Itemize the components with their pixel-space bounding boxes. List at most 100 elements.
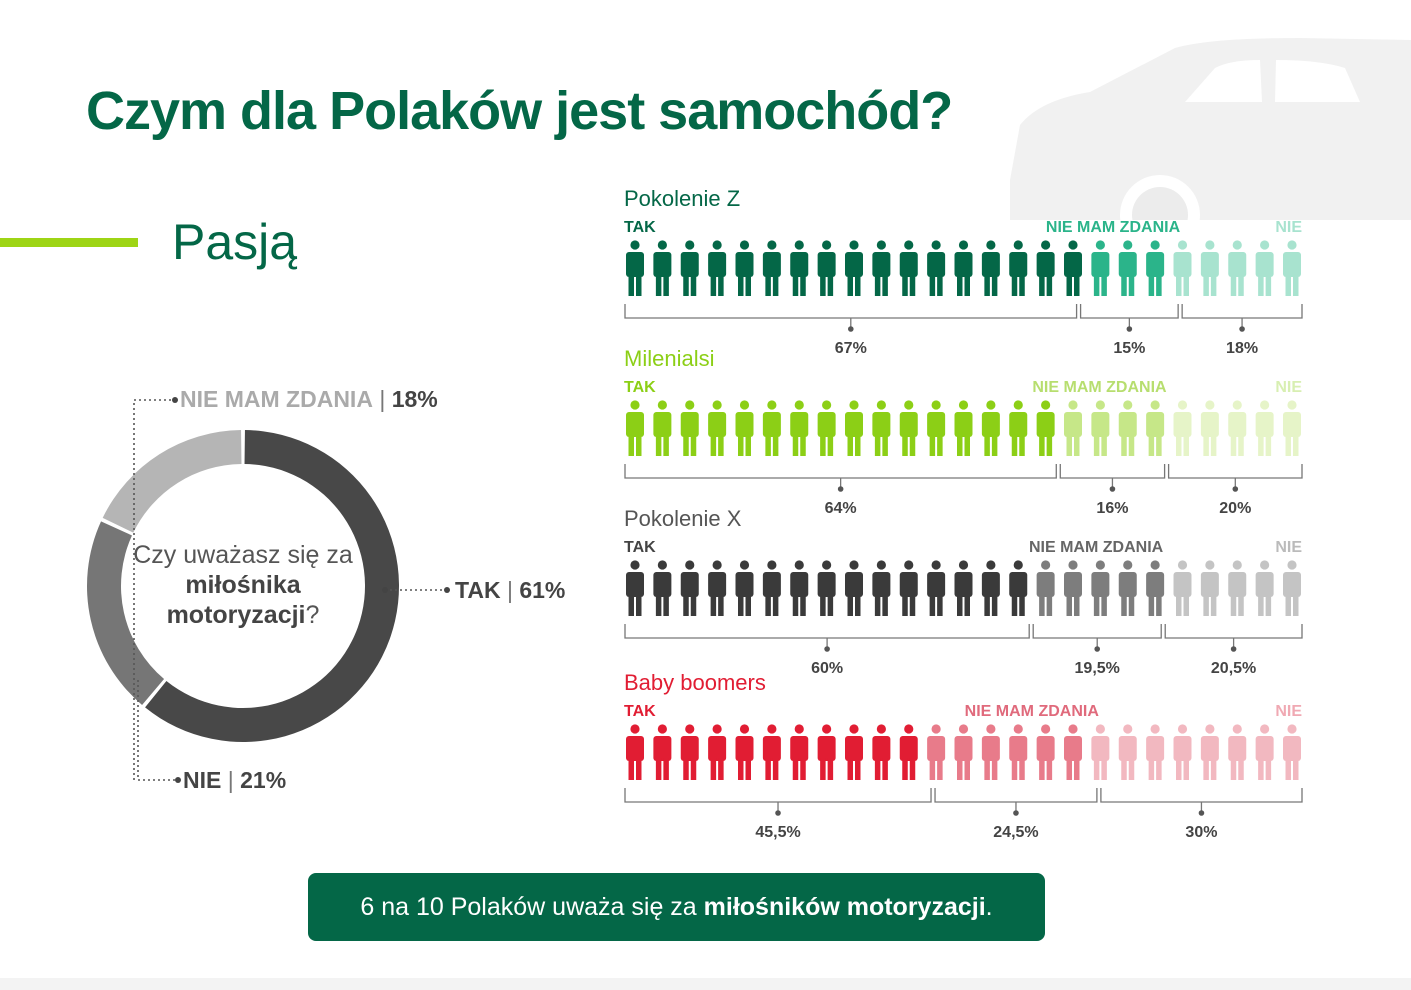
- person-icon: [845, 560, 863, 616]
- segment-value-label: 30%: [1185, 824, 1217, 841]
- person-icon: [626, 240, 644, 296]
- segment-value-label: 60%: [811, 660, 843, 677]
- callout-bold: miłośników motoryzacji: [703, 892, 986, 921]
- person-icon: [981, 724, 1000, 780]
- segment-value-label: 18%: [1226, 340, 1258, 357]
- segment-label-nie-mam-zdania: NIE MAM ZDANIA: [965, 703, 1100, 720]
- person-icon: [790, 400, 809, 456]
- label-value: 18%: [391, 386, 438, 412]
- person-icon: [1255, 724, 1274, 780]
- person-icon: [817, 560, 836, 616]
- donut-label-nie: NIE | 21%: [183, 767, 286, 794]
- person-icon: [899, 724, 918, 780]
- label-separator: |: [227, 767, 234, 793]
- person-icon: [845, 400, 863, 456]
- segment-value-label: 20%: [1219, 500, 1251, 517]
- person-icon: [872, 240, 891, 296]
- donut-slice-tak: [145, 430, 399, 742]
- label-value: 61%: [519, 577, 566, 603]
- person-icon: [1228, 724, 1247, 780]
- person-icon: [954, 240, 973, 296]
- person-icon: [626, 724, 644, 780]
- bracket-dot: [1109, 486, 1116, 492]
- donut-leader-line: [137, 680, 176, 781]
- generation-row-pokolenie-z: Pokolenie Z TAK NIE MAM ZDANIA NIE 67% 15% 18%: [624, 186, 1303, 357]
- segment-bracket: [1079, 304, 1179, 319]
- person-icon: [954, 724, 973, 780]
- segment-label-tak: TAK: [624, 379, 656, 396]
- person-icon: [1036, 400, 1055, 456]
- person-icon: [762, 400, 781, 456]
- person-icon: [817, 724, 836, 780]
- person-icon: [981, 400, 1000, 456]
- person-icon: [680, 724, 699, 780]
- person-icon: [680, 560, 699, 616]
- bracket-dot: [1232, 486, 1239, 492]
- person-icon: [1283, 240, 1301, 296]
- bracket-dot: [775, 810, 781, 816]
- person-icon: [872, 400, 891, 456]
- generation-name: Pokolenie X: [624, 506, 742, 531]
- person-icon: [1064, 240, 1082, 296]
- segment-bracket: [1181, 304, 1303, 319]
- segment-label-nie-mam-zdania: NIE MAM ZDANIA: [1029, 539, 1164, 556]
- person-icon: [1036, 240, 1055, 296]
- segment-bracket: [624, 624, 1030, 639]
- person-icon: [899, 400, 918, 456]
- person-icon: [626, 560, 644, 616]
- segment-bracket: [1167, 464, 1303, 479]
- segment-bracket: [1059, 464, 1166, 479]
- person-icon: [1091, 560, 1110, 616]
- person-icon: [735, 400, 754, 456]
- leader-dot: [172, 397, 178, 403]
- generation-name: Pokolenie Z: [624, 186, 740, 211]
- person-icon: [735, 724, 754, 780]
- donut-chart: [86, 397, 450, 783]
- segment-label-tak: TAK: [624, 703, 656, 720]
- bracket-dot: [1013, 810, 1019, 816]
- person-icon: [1091, 724, 1110, 780]
- label-name: TAK: [455, 577, 501, 603]
- page-title: Czym dla Polaków jest samochód?: [86, 81, 953, 141]
- bracket-dot: [1126, 326, 1133, 332]
- segment-label-nie: NIE: [1275, 539, 1302, 556]
- person-icon: [680, 400, 699, 456]
- person-icon: [1255, 400, 1274, 456]
- person-icon: [735, 560, 754, 616]
- segment-label-nie: NIE: [1275, 703, 1302, 720]
- person-icon: [1173, 724, 1192, 780]
- person-icon: [845, 240, 863, 296]
- segment-label-nie-mam-zdania: NIE MAM ZDANIA: [1046, 219, 1181, 236]
- person-icon: [1146, 560, 1165, 616]
- label-name: NIE: [183, 767, 222, 793]
- segment-value-label: 67%: [835, 340, 867, 357]
- person-icon: [1009, 240, 1028, 296]
- bracket-dot: [1094, 646, 1101, 652]
- donut-label-nie-mam-zdania: NIE MAM ZDANIA | 18%: [180, 386, 438, 413]
- segment-label-nie: NIE: [1275, 219, 1302, 236]
- person-icon: [762, 724, 781, 780]
- person-icon: [927, 560, 946, 616]
- bracket-dot: [824, 646, 830, 652]
- person-icon: [1200, 560, 1219, 616]
- leader-dot: [175, 777, 181, 783]
- summary-callout: 6 na 10 Polaków uważa się za miłośników …: [308, 873, 1045, 941]
- donut-slice-nie: [86, 521, 165, 705]
- person-icon: [708, 724, 727, 780]
- person-icon: [1228, 400, 1247, 456]
- person-icon: [1009, 724, 1028, 780]
- person-icon: [899, 560, 918, 616]
- person-icon: [708, 400, 727, 456]
- person-icon: [708, 560, 727, 616]
- bracket-dot: [1198, 810, 1205, 816]
- person-icon: [981, 240, 1000, 296]
- person-icon: [790, 240, 809, 296]
- person-icon: [872, 560, 891, 616]
- donut-label-tak: TAK | 61%: [455, 577, 565, 604]
- callout-end: .: [985, 892, 993, 921]
- section-subtitle: Pasją: [172, 214, 298, 270]
- person-icon: [653, 560, 672, 616]
- bracket-dot: [1239, 326, 1245, 332]
- generation-pictograph-chart: Pokolenie Z TAK NIE MAM ZDANIA NIE 67% 15% 18%…: [624, 186, 1303, 841]
- person-icon: [1228, 240, 1247, 296]
